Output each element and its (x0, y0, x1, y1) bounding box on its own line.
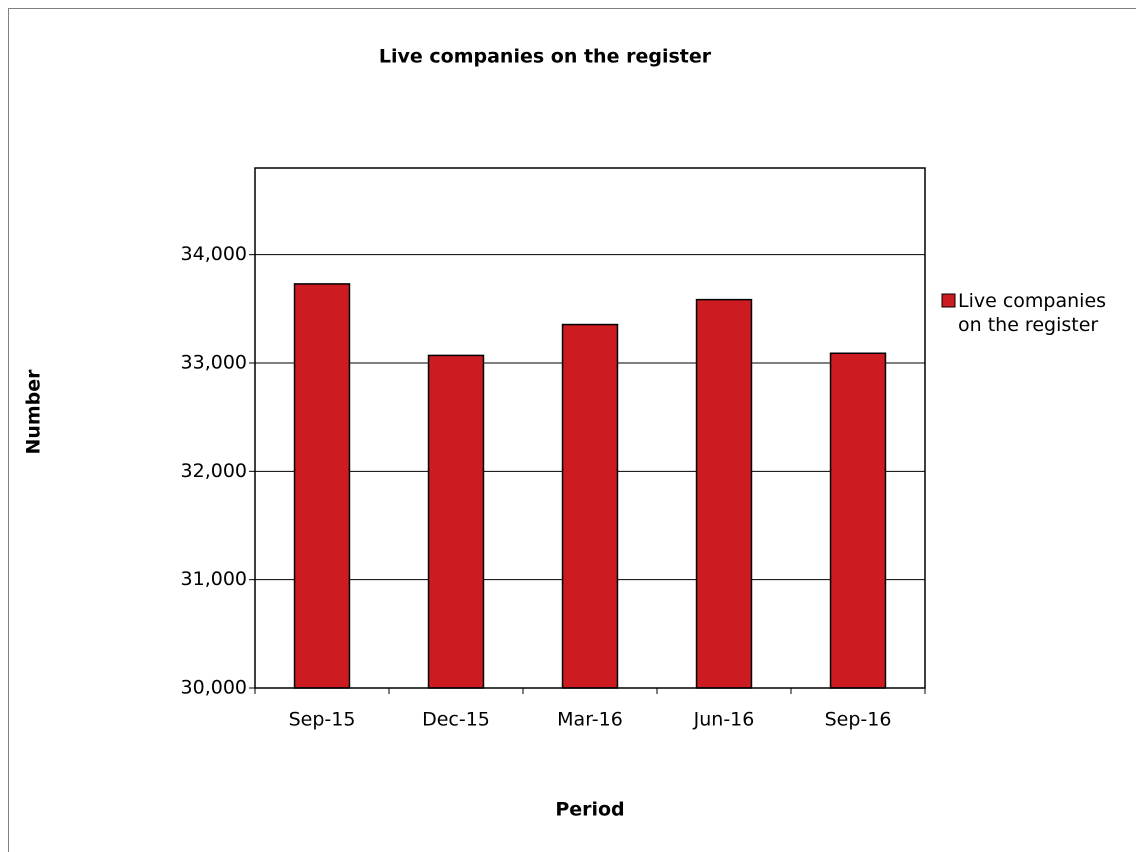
chart-frame (8, 8, 1136, 852)
y-tick-label: 33,000 (181, 352, 247, 374)
x-tick-label: Sep-16 (825, 709, 892, 731)
bar (695, 298, 753, 689)
x-tick-label: Dec-15 (422, 709, 490, 731)
bar (829, 352, 887, 689)
chart-title: Live companies on the register (379, 46, 712, 68)
y-tick-label: 31,000 (181, 568, 247, 590)
bar (293, 283, 351, 689)
legend-label: Live companies on the register (958, 290, 1107, 336)
x-tick-label: Mar-16 (557, 709, 623, 731)
y-tick-label: 30,000 (181, 677, 247, 699)
x-axis-label: Period (555, 799, 624, 821)
x-tick-label: Jun-16 (693, 709, 755, 731)
y-tick-label: 34,000 (181, 243, 247, 265)
y-axis-label: Number (23, 369, 45, 455)
x-tick-label: Sep-15 (289, 709, 356, 731)
bar (427, 354, 485, 689)
y-tick-label: 32,000 (181, 460, 247, 482)
bar (561, 323, 619, 689)
legend-swatch (941, 293, 956, 308)
plot-frame (254, 167, 926, 689)
